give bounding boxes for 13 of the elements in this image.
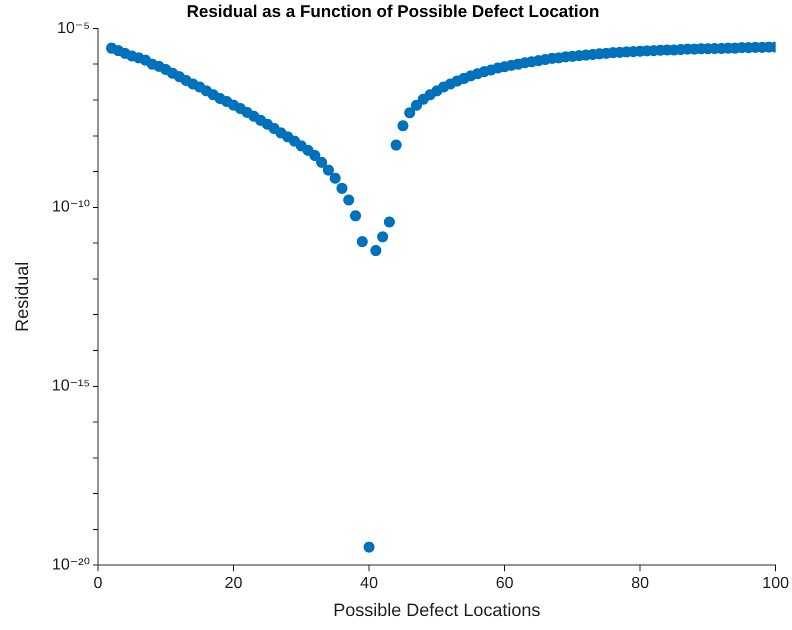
x-tick-label: 0 <box>94 575 103 592</box>
x-tick-label: 40 <box>360 575 378 592</box>
x-tick-label: 80 <box>631 575 650 592</box>
y-axis-title: Residual <box>12 262 32 332</box>
x-tick-label: 20 <box>224 575 243 592</box>
y-tick-label: 10⁻²⁰ <box>52 556 90 574</box>
x-tick-label: 100 <box>762 575 790 592</box>
y-tick-label: 10⁻¹⁵ <box>52 378 90 395</box>
y-tick-label: 10⁻¹⁰ <box>52 198 90 216</box>
x-axis-title: Possible Defect Locations <box>333 600 540 620</box>
y-tick-label: 10⁻⁵ <box>57 20 90 37</box>
chart-title: Residual as a Function of Possible Defect Location <box>186 2 600 21</box>
x-tick-label: 60 <box>496 575 514 592</box>
